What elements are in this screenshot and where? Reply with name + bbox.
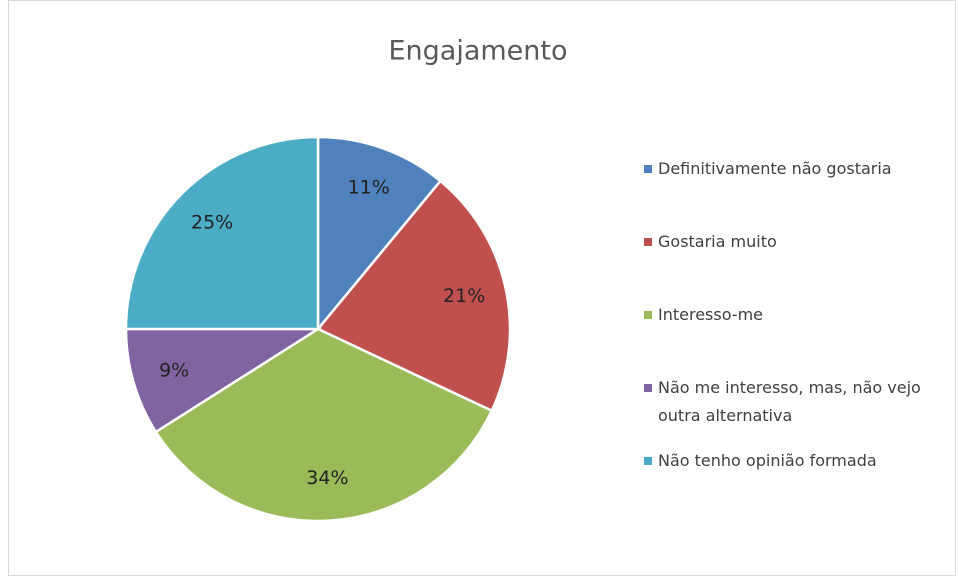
pie-slice [316, 179, 512, 413]
legend-swatch [644, 238, 652, 246]
legend-label: Não tenho opinião formada [658, 451, 877, 470]
data-label: 25% [191, 212, 233, 234]
legend-swatch [644, 311, 652, 319]
data-label: 9% [159, 359, 189, 381]
legend-item: Definitivamente não gostaria [644, 155, 944, 183]
legend-swatch [644, 457, 652, 465]
data-label: 21% [443, 285, 485, 307]
legend-label: Gostaria muito [658, 232, 777, 251]
legend-item: Não tenho opinião formada [644, 447, 944, 475]
legend-label: Interesso-me [658, 305, 764, 324]
legend-item: Gostaria muito [644, 228, 944, 256]
legend-label: Não me interesso, mas, não vejo outra al… [658, 378, 921, 425]
pie-slice [316, 135, 443, 333]
pie-slice [124, 327, 323, 434]
pie-slice [154, 327, 494, 523]
data-label: 34% [306, 467, 348, 489]
chart-frame [8, 0, 956, 576]
legend-item: Interesso-me [644, 301, 944, 329]
data-label: 11% [348, 177, 390, 199]
pie-slice [124, 135, 320, 331]
legend-label: Definitivamente não gostaria [658, 159, 892, 178]
legend-swatch [644, 165, 652, 173]
chart-title: Engajamento [388, 36, 567, 67]
legend-item: Não me interesso, mas, não vejo outra al… [644, 374, 944, 430]
legend-swatch [644, 384, 652, 392]
